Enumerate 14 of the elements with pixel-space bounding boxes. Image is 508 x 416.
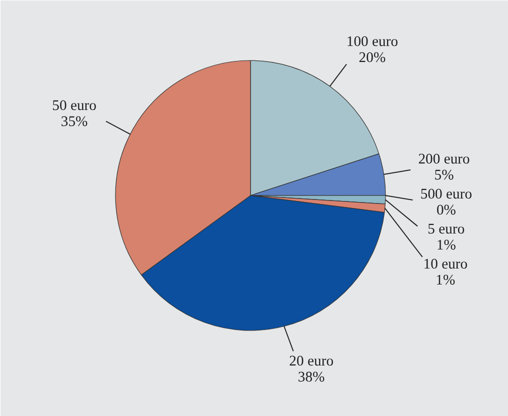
data-label: 38% xyxy=(298,369,325,386)
legend-label: 500 euro xyxy=(420,186,472,203)
slice-label: 5 euro xyxy=(428,222,465,238)
slice-label: 20 euro xyxy=(289,353,334,370)
data-label: 5% xyxy=(434,167,454,184)
data-label: 1% xyxy=(436,238,456,254)
slice-label: 10 euro xyxy=(423,256,468,273)
slice-label: 200 euro xyxy=(418,151,470,168)
data-label: 20% xyxy=(358,50,386,66)
data-label: 35% xyxy=(60,114,88,130)
slice-label: 50 euro xyxy=(52,98,97,114)
text: 0% xyxy=(436,202,456,219)
slice-label: 100 euro xyxy=(346,34,398,50)
data-label: 1% xyxy=(436,272,456,289)
